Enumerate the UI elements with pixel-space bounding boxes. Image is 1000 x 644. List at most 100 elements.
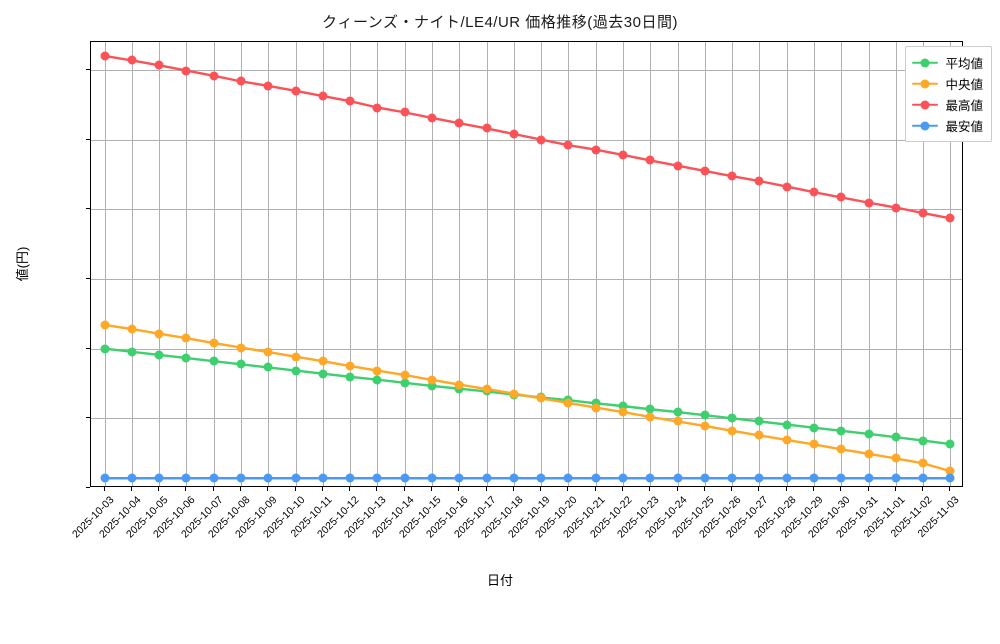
grid-line-vertical	[295, 42, 297, 486]
data-point-marker	[618, 150, 628, 160]
grid-line-vertical	[104, 42, 106, 486]
data-point-marker	[673, 416, 683, 426]
data-point-layer	[91, 42, 962, 486]
legend-item[interactable]: 中央値	[912, 73, 983, 94]
x-axis-tick	[567, 487, 569, 491]
chart-figure: クィーンズ・ナイト/LE4/UR 価格推移(過去30日間) 値(円) 02000…	[14, 14, 992, 588]
grid-line-horizontal	[91, 418, 962, 420]
grid-line-vertical	[677, 42, 679, 486]
data-point-marker	[100, 320, 110, 330]
data-point-marker	[864, 198, 874, 208]
data-point-marker	[891, 432, 901, 442]
data-point-marker	[291, 86, 301, 96]
grid-line-vertical	[841, 42, 843, 486]
x-axis-tick	[731, 487, 733, 491]
data-point-marker	[318, 356, 328, 366]
grid-line-horizontal	[91, 348, 962, 350]
data-point-marker	[154, 350, 164, 360]
data-point-marker	[372, 103, 382, 112]
data-point-marker	[372, 473, 382, 483]
data-point-marker	[209, 473, 219, 483]
data-point-marker	[454, 118, 464, 128]
data-point-marker	[727, 426, 737, 436]
data-point-marker	[591, 473, 601, 483]
grid-line-vertical	[350, 42, 352, 486]
grid-line-vertical	[513, 42, 515, 486]
data-point-marker	[427, 375, 437, 385]
legend-swatch-icon	[912, 57, 939, 69]
chart-legend: 平均値 中央値最高値最安値	[905, 46, 992, 142]
legend-item[interactable]: 最安値	[912, 115, 983, 136]
series-line-layer	[103, 54, 952, 480]
x-axis-tick	[785, 487, 787, 491]
grid-line-vertical	[432, 42, 434, 486]
data-point-marker	[563, 473, 573, 483]
data-point-marker	[754, 473, 764, 483]
data-point-marker	[400, 378, 410, 388]
grid-line-vertical	[241, 42, 243, 486]
data-point-marker	[864, 449, 874, 459]
legend-label: 最高値	[945, 99, 983, 113]
y-axis-tick	[86, 208, 90, 210]
data-point-marker	[482, 123, 492, 133]
legend-item[interactable]: 最高値	[912, 94, 983, 115]
data-point-marker	[209, 338, 219, 348]
data-point-marker	[536, 473, 546, 483]
x-axis-tick	[758, 487, 760, 491]
data-point-marker	[836, 192, 846, 202]
x-axis-tick	[540, 487, 542, 491]
x-axis-tick	[294, 487, 296, 491]
data-point-marker	[236, 359, 246, 369]
data-point-marker	[236, 76, 246, 86]
x-axis-tick	[212, 487, 214, 491]
x-axis-tick	[431, 487, 433, 491]
grid-line-vertical	[213, 42, 215, 486]
x-axis-tick	[649, 487, 651, 491]
grid-line-vertical	[950, 42, 952, 486]
x-axis-tick	[376, 487, 378, 491]
grid-line-vertical	[732, 42, 734, 486]
data-point-marker	[727, 171, 737, 181]
grid-line-vertical	[131, 42, 133, 486]
data-point-marker	[754, 430, 764, 440]
data-point-marker	[263, 347, 273, 357]
grid-line-vertical	[895, 42, 897, 486]
data-point-marker	[427, 113, 437, 123]
data-point-marker	[154, 329, 164, 339]
data-point-marker	[536, 393, 546, 403]
plot-area	[90, 41, 963, 487]
data-point-marker	[700, 166, 710, 176]
x-axis-tick	[949, 487, 951, 491]
data-point-marker	[809, 473, 819, 483]
data-point-marker	[509, 473, 519, 483]
x-axis-tick	[621, 487, 623, 491]
data-point-marker	[618, 401, 628, 411]
grid-layer	[91, 42, 962, 486]
x-axis-tick	[512, 487, 514, 491]
data-point-marker	[454, 473, 464, 483]
data-point-marker	[181, 333, 191, 343]
grid-line-vertical	[813, 42, 815, 486]
data-point-marker	[345, 361, 355, 371]
x-axis-tick	[812, 487, 814, 491]
x-axis-tick	[321, 487, 323, 491]
data-point-marker	[809, 187, 819, 197]
legend-swatch-icon	[912, 120, 939, 132]
data-point-marker	[181, 66, 191, 76]
data-point-marker	[782, 420, 792, 430]
x-axis-tick	[676, 487, 678, 491]
data-point-marker	[154, 60, 164, 70]
grid-line-vertical	[486, 42, 488, 486]
y-axis-label: 値(円)	[14, 246, 30, 282]
data-point-marker	[836, 473, 846, 483]
data-point-marker	[700, 473, 710, 483]
data-point-marker	[318, 473, 328, 483]
data-point-marker	[181, 473, 191, 483]
data-point-marker	[400, 370, 410, 380]
data-point-marker	[400, 473, 410, 483]
data-point-marker	[509, 389, 519, 399]
data-point-marker	[645, 404, 655, 414]
data-point-marker	[372, 366, 382, 376]
data-point-marker	[454, 380, 464, 389]
legend-item[interactable]: 平均値	[912, 52, 983, 73]
